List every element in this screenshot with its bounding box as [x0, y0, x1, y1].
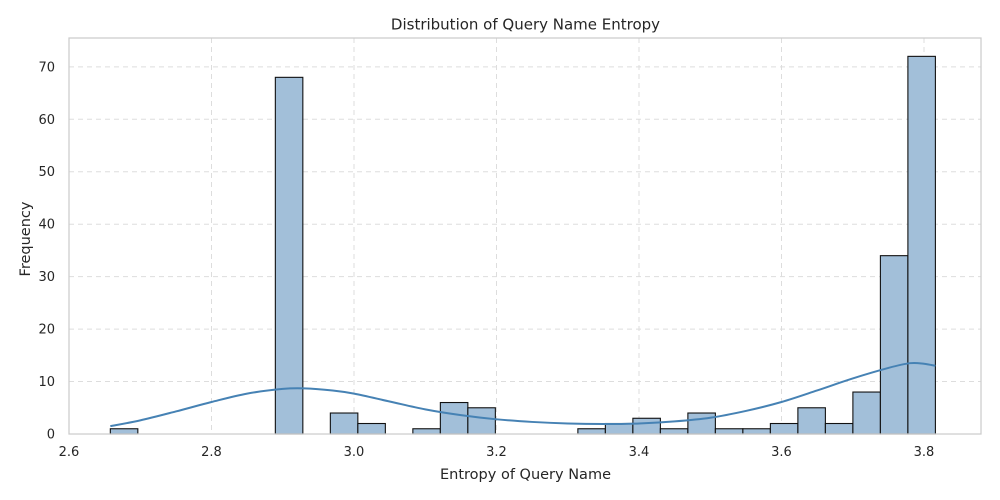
y-tick-labels: 0 10 20 30 40 50 60 70: [38, 60, 55, 442]
histogram-bar: [604, 422, 634, 435]
histogram-bar: [742, 428, 771, 435]
histogram-bar: [439, 401, 469, 435]
histogram-bar: [659, 428, 689, 435]
histogram-bar: [274, 76, 304, 435]
x-tick-label: 3.2: [486, 445, 507, 460]
x-axis-label: Entropy of Query Name: [440, 467, 611, 483]
histogram-bar: [577, 428, 606, 435]
y-tick-label: 60: [38, 113, 55, 128]
y-axis-label: Frequency: [18, 201, 34, 276]
x-tick-labels: 2.6 2.8 3.0 3.2 3.4 3.6 3.8: [59, 445, 935, 460]
x-tick-label: 3.4: [629, 445, 650, 460]
histogram-bars: [109, 55, 936, 435]
y-tick-label: 0: [47, 428, 55, 443]
histogram-bar: [412, 428, 441, 435]
histogram-bar: [467, 407, 496, 435]
chart-title: Distribution of Query Name Entropy: [391, 16, 660, 34]
histogram-bar: [714, 428, 744, 435]
histogram-bar: [109, 428, 139, 435]
y-tick-label: 40: [38, 218, 55, 233]
histogram-bar: [824, 422, 854, 435]
y-tick-label: 20: [38, 323, 55, 338]
histogram-bar: [687, 412, 716, 435]
histogram-bar: [907, 55, 936, 435]
histogram-bar: [879, 255, 909, 435]
y-tick-label: 50: [38, 165, 55, 180]
y-tick-label: 10: [38, 375, 55, 390]
x-tick-label: 3.6: [771, 445, 792, 460]
kde-curve-group: [110, 361, 936, 428]
x-tick-label: 2.8: [201, 445, 222, 460]
y-tick-label: 30: [38, 270, 55, 285]
x-tick-label: 2.6: [59, 445, 80, 460]
y-tick-label: 70: [38, 60, 55, 75]
x-tick-label: 3.0: [344, 445, 365, 460]
histogram-bar: [769, 422, 799, 435]
x-tick-label: 3.8: [914, 445, 935, 460]
kde-curve: [110, 361, 936, 428]
histogram-bar: [852, 391, 881, 435]
plot-frame: [68, 37, 982, 435]
histogram-bar: [357, 422, 386, 435]
histogram-bar: [632, 417, 661, 435]
histogram-bar: [329, 412, 359, 435]
histogram-bar: [797, 407, 826, 435]
grid-lines: [68, 38, 981, 435]
